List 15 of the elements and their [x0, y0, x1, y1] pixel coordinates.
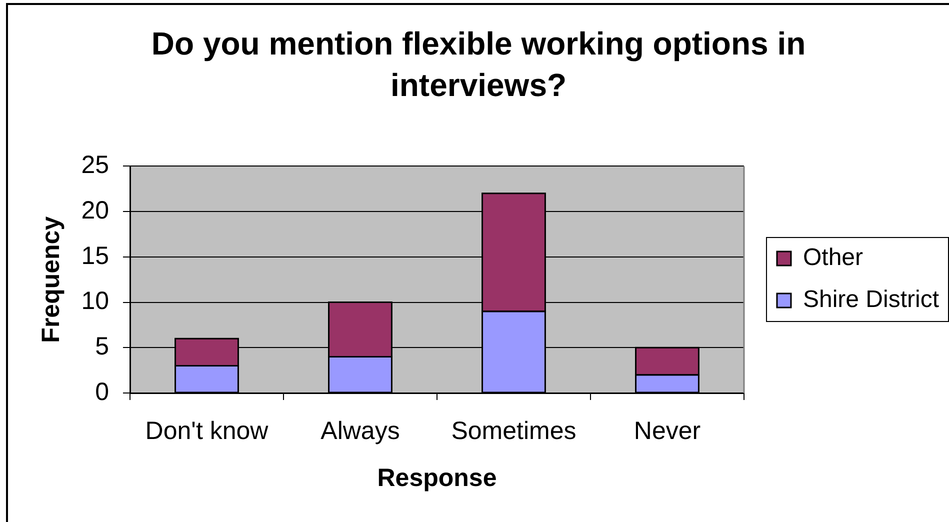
legend-label: Shire District [802, 286, 940, 314]
y-tick-label: 10 [81, 287, 109, 316]
chart-title: Do you mention flexible working options in interviews? [151, 26, 806, 104]
x-axis-title: Response [377, 464, 497, 492]
y-tick-label: 15 [81, 242, 109, 270]
legend-label: Other [802, 244, 864, 272]
x-tick-label: Never [634, 416, 701, 445]
y-tick-label: 20 [81, 196, 109, 224]
y-tick-label: 5 [95, 332, 109, 361]
x-tick-label: Always [320, 416, 400, 445]
x-tick-label: Don't know [145, 416, 270, 445]
y-axis-title: Frequency [36, 216, 65, 343]
x-tick-label: Sometimes [451, 416, 576, 445]
y-tick-label: 0 [95, 378, 109, 406]
y-tick-label: 25 [81, 151, 109, 180]
